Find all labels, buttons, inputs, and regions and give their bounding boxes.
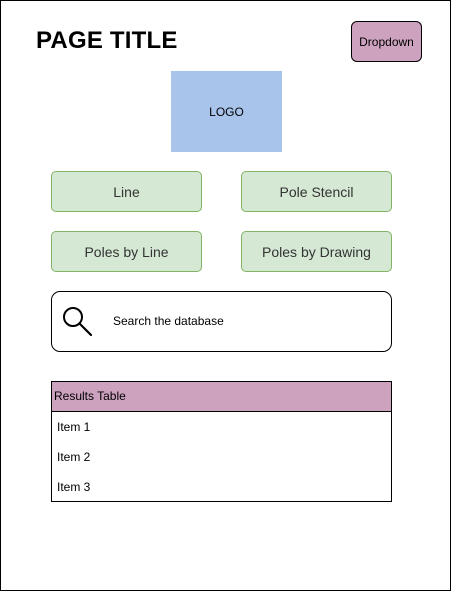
results-table: Results Table Item 1 Item 2 Item 3 xyxy=(51,381,392,502)
logo-label: LOGO xyxy=(209,104,244,119)
pole-stencil-button[interactable]: Pole Stencil xyxy=(241,171,392,212)
logo: LOGO xyxy=(171,71,282,152)
results-table-header: Results Table xyxy=(52,382,391,412)
search-input[interactable]: Search the database xyxy=(51,291,392,352)
line-button[interactable]: Line xyxy=(51,171,202,212)
table-row[interactable]: Item 1 xyxy=(57,420,91,434)
page-title: PAGE TITLE xyxy=(36,27,178,54)
search-text: Search the database xyxy=(113,314,224,328)
search-icon xyxy=(63,307,93,337)
poles-by-drawing-button[interactable]: Poles by Drawing xyxy=(241,231,392,272)
table-row[interactable]: Item 3 xyxy=(57,480,91,494)
poles-by-line-button[interactable]: Poles by Line xyxy=(51,231,202,272)
dropdown-button[interactable]: Dropdown xyxy=(351,21,422,62)
table-row[interactable]: Item 2 xyxy=(57,450,91,464)
